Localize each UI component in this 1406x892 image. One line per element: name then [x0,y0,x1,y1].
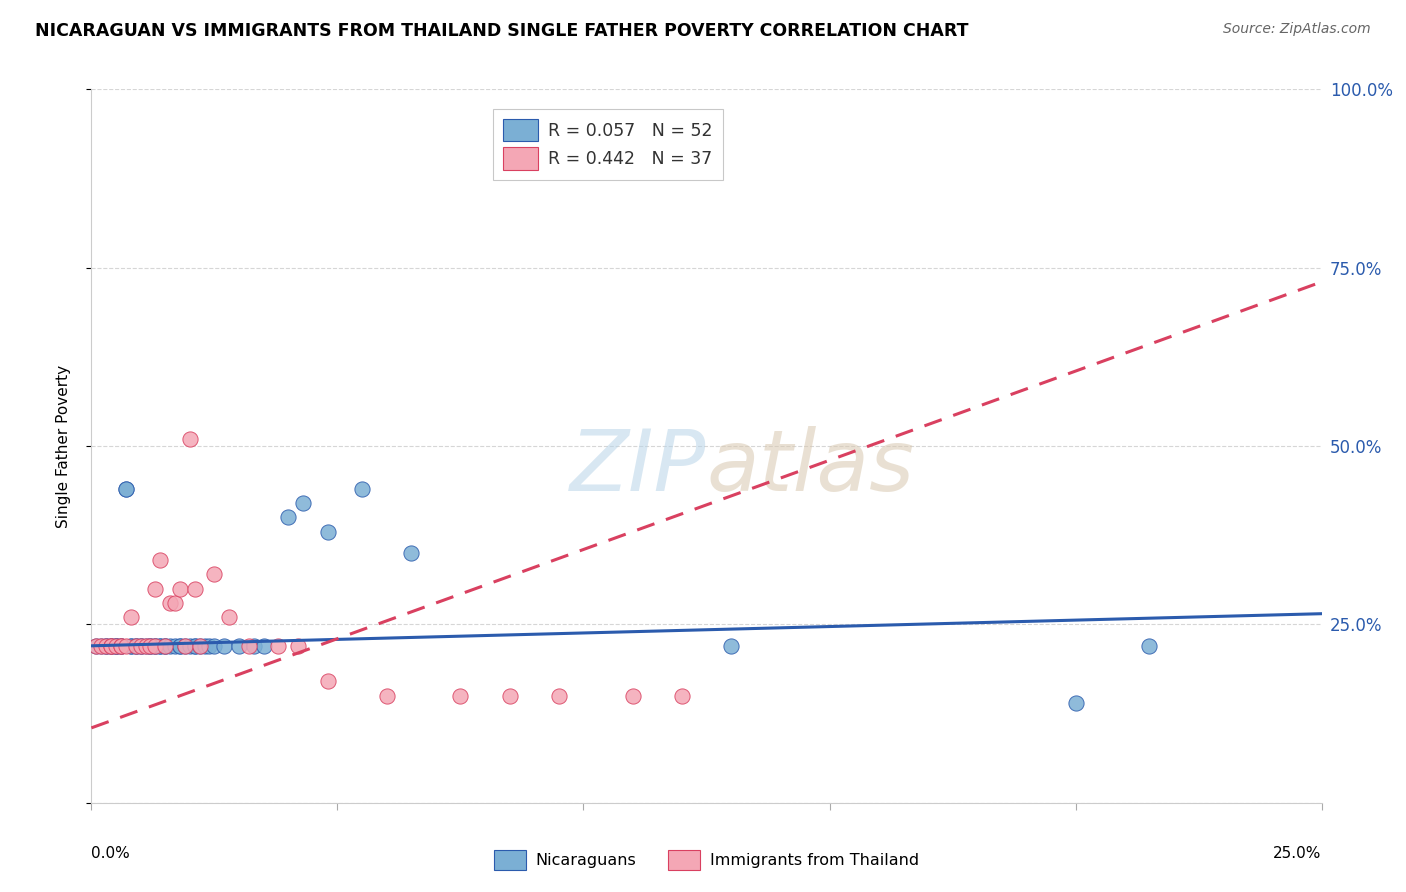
Point [212,639,235,653]
Point [193,639,217,653]
Point [202,639,225,653]
Point [110,639,132,653]
Point [120,639,142,653]
Point [105,639,127,653]
Point [145,582,166,596]
Point [96,639,117,653]
Point [124,639,146,653]
Point [124,639,146,653]
Point [291,496,314,510]
Point [1139,639,1161,653]
Point [153,639,177,653]
Point [105,639,127,653]
Point [198,639,221,653]
Point [174,639,197,653]
Point [124,639,146,653]
Point [114,482,138,496]
Point [498,689,520,703]
Point [163,596,186,610]
Point [139,639,162,653]
Point [145,639,166,653]
Text: NICARAGUAN VS IMMIGRANTS FROM THAILAND SINGLE FATHER POVERTY CORRELATION CHART: NICARAGUAN VS IMMIGRANTS FROM THAILAND S… [35,22,969,40]
Point [228,639,250,653]
Point [449,689,471,703]
Point [183,639,207,653]
Point [110,639,132,653]
Point [188,639,211,653]
Point [375,689,398,703]
Point [183,582,207,596]
Point [129,639,152,653]
Point [316,524,339,539]
Point [159,596,181,610]
Text: 25.0%: 25.0% [1274,846,1322,861]
Point [100,639,122,653]
Point [179,639,201,653]
Point [114,482,138,496]
Point [129,639,152,653]
Point [352,482,374,496]
Point [399,546,422,560]
Point [183,639,207,653]
Point [218,610,240,624]
Point [238,639,260,653]
Point [110,639,132,653]
Point [169,582,191,596]
Point [621,689,644,703]
Point [169,639,191,653]
Point [242,639,264,653]
Point [86,639,108,653]
Point [149,639,172,653]
Point [135,639,156,653]
Point [100,639,122,653]
Point [267,639,290,653]
Point [96,639,117,653]
Point [163,639,186,653]
Point [179,432,201,446]
Text: 0.0%: 0.0% [91,846,131,861]
Point [169,639,191,653]
Text: Source: ZipAtlas.com: Source: ZipAtlas.com [1223,22,1371,37]
Point [120,639,142,653]
Point [105,639,127,653]
Point [1064,696,1087,710]
Point [149,553,172,567]
Point [145,639,166,653]
Point [139,639,162,653]
Point [547,689,569,703]
Point [110,639,132,653]
Legend: Nicaraguans, Immigrants from Thailand: Nicaraguans, Immigrants from Thailand [488,844,925,877]
Point [135,639,156,653]
Point [139,639,162,653]
Point [159,639,181,653]
Y-axis label: Single Father Poverty: Single Father Poverty [56,365,70,527]
Point [120,610,142,624]
Point [100,639,122,653]
Point [720,639,742,653]
Point [149,639,172,653]
Text: atlas: atlas [706,425,914,509]
Point [202,567,225,582]
Point [277,510,299,524]
Point [90,639,112,653]
Point [671,689,693,703]
Point [96,639,117,653]
Point [86,639,108,653]
Point [287,639,309,653]
Point [145,639,166,653]
Point [153,639,177,653]
Point [316,674,339,689]
Point [100,639,122,653]
Text: ZIP: ZIP [571,425,706,509]
Point [114,639,138,653]
Point [105,639,127,653]
Point [90,639,112,653]
Point [253,639,276,653]
Point [174,639,197,653]
Point [153,639,177,653]
Point [129,639,152,653]
Point [188,639,211,653]
